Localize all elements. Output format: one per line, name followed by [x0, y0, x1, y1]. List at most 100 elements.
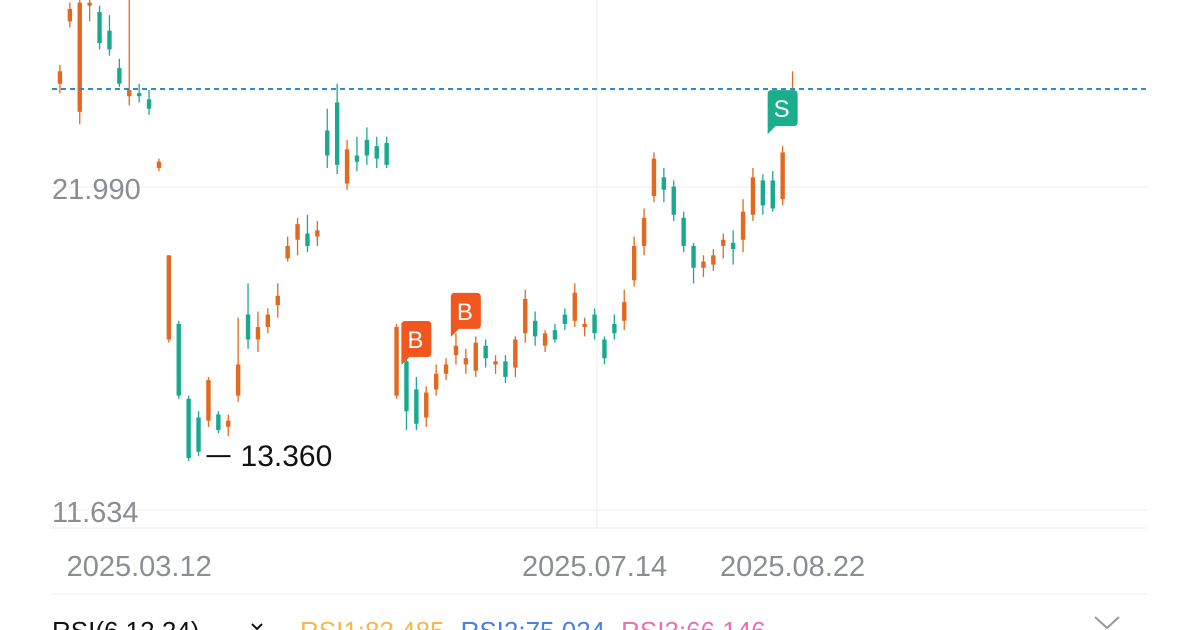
candle-body [216, 414, 221, 430]
candle-body [572, 292, 577, 321]
indicator-value: RSI1:83.485 [300, 616, 445, 630]
signal-label: B [407, 327, 423, 354]
candle-body [671, 186, 676, 215]
candle-body [325, 130, 330, 156]
candle-body [87, 2, 92, 6]
candle-body [354, 155, 360, 162]
candle-body [265, 314, 271, 328]
signal-marker: S [767, 90, 798, 135]
candle-body [651, 158, 657, 197]
candle-body [235, 364, 241, 396]
candle-body [146, 99, 152, 109]
candle-body [701, 261, 706, 268]
candle-body [384, 143, 389, 165]
low-label: 13.360 [241, 440, 333, 473]
candle-body [67, 8, 73, 22]
candle-body [631, 245, 637, 281]
signal-label: S [774, 96, 790, 123]
candle-body [97, 12, 102, 44]
candle-body [344, 149, 350, 184]
indicator-title[interactable]: RSI(6,12,24) [52, 616, 199, 630]
candle-body [255, 327, 261, 340]
signal-bubble [401, 320, 432, 365]
indicator-value: RSI2:75.024 [461, 616, 606, 630]
indicator-caret[interactable] [251, 623, 263, 630]
candle-body [156, 161, 162, 168]
y-tick-label: 21.990 [52, 174, 141, 206]
signal-bubble [450, 292, 481, 337]
candle-body [602, 339, 607, 359]
x-tick-label: 2025.07.14 [522, 551, 667, 583]
candle-body [661, 177, 667, 190]
candle-body [750, 177, 756, 215]
candle-body [226, 420, 231, 427]
collapse-chevron[interactable] [1094, 616, 1120, 630]
candle-body [770, 180, 775, 209]
candle-body [127, 89, 132, 97]
candle-body [394, 327, 399, 396]
candle-body [136, 93, 142, 97]
candle-body [196, 417, 201, 452]
candle-body [424, 392, 429, 418]
candle-body [414, 389, 419, 424]
candle-body [493, 361, 498, 365]
candle-body [275, 295, 280, 306]
candle-body [295, 224, 300, 240]
candle-body [107, 30, 112, 50]
candle-body [453, 345, 459, 356]
candle-body [473, 342, 478, 371]
candle-body [245, 314, 251, 340]
candle-body [681, 217, 686, 246]
candle-body [463, 358, 469, 365]
candle-body [562, 314, 568, 324]
candle-body [443, 364, 449, 374]
grid: 21.990 11.634 2025.03.12 2025.07.14 2025.08.… [52, 174, 1147, 583]
candle-body [315, 230, 320, 237]
candle-body [730, 242, 736, 250]
candle-body [77, 2, 82, 112]
candle-body [364, 139, 370, 156]
candle-body [305, 233, 310, 246]
candle-body [552, 330, 558, 340]
signal-label: B [457, 299, 473, 326]
signal-bubble [767, 90, 798, 135]
overlays: 13.360 B B S [52, 88, 1147, 473]
candle-body [612, 323, 617, 334]
candle-body [206, 380, 211, 421]
candle-body [721, 239, 726, 246]
indicator-value: RSI3:66.146 [621, 616, 766, 630]
candle-body [542, 333, 548, 346]
candle-body [374, 146, 379, 159]
candle-body [532, 320, 538, 337]
candle-body [503, 361, 508, 377]
candle-body [740, 211, 746, 240]
candle-body [641, 217, 647, 246]
y-tick-label: 11.634 [52, 497, 139, 529]
candle-body [622, 302, 627, 321]
candles [57, 0, 795, 462]
candle-body [523, 298, 528, 334]
candle-body [176, 323, 181, 396]
candle-body [57, 71, 63, 84]
candle-body [166, 255, 172, 340]
candle-body [513, 339, 518, 368]
candle-body [483, 345, 488, 359]
candle-body [433, 373, 439, 390]
candle-body [592, 314, 597, 334]
candle-body [117, 68, 122, 84]
signal-marker: B [401, 320, 432, 365]
candle-body [186, 398, 191, 459]
candle-body [711, 255, 716, 265]
x-tick-label: 2025.03.12 [67, 551, 212, 583]
candle-body [582, 323, 587, 328]
candle-body [334, 102, 340, 165]
x-tick-label: 2025.08.22 [720, 551, 865, 583]
candle-body [760, 180, 766, 206]
candle-body [404, 361, 409, 412]
candle-body [691, 245, 696, 268]
candle-body [780, 152, 785, 200]
signal-marker: B [450, 292, 481, 337]
candle-body [285, 245, 290, 259]
